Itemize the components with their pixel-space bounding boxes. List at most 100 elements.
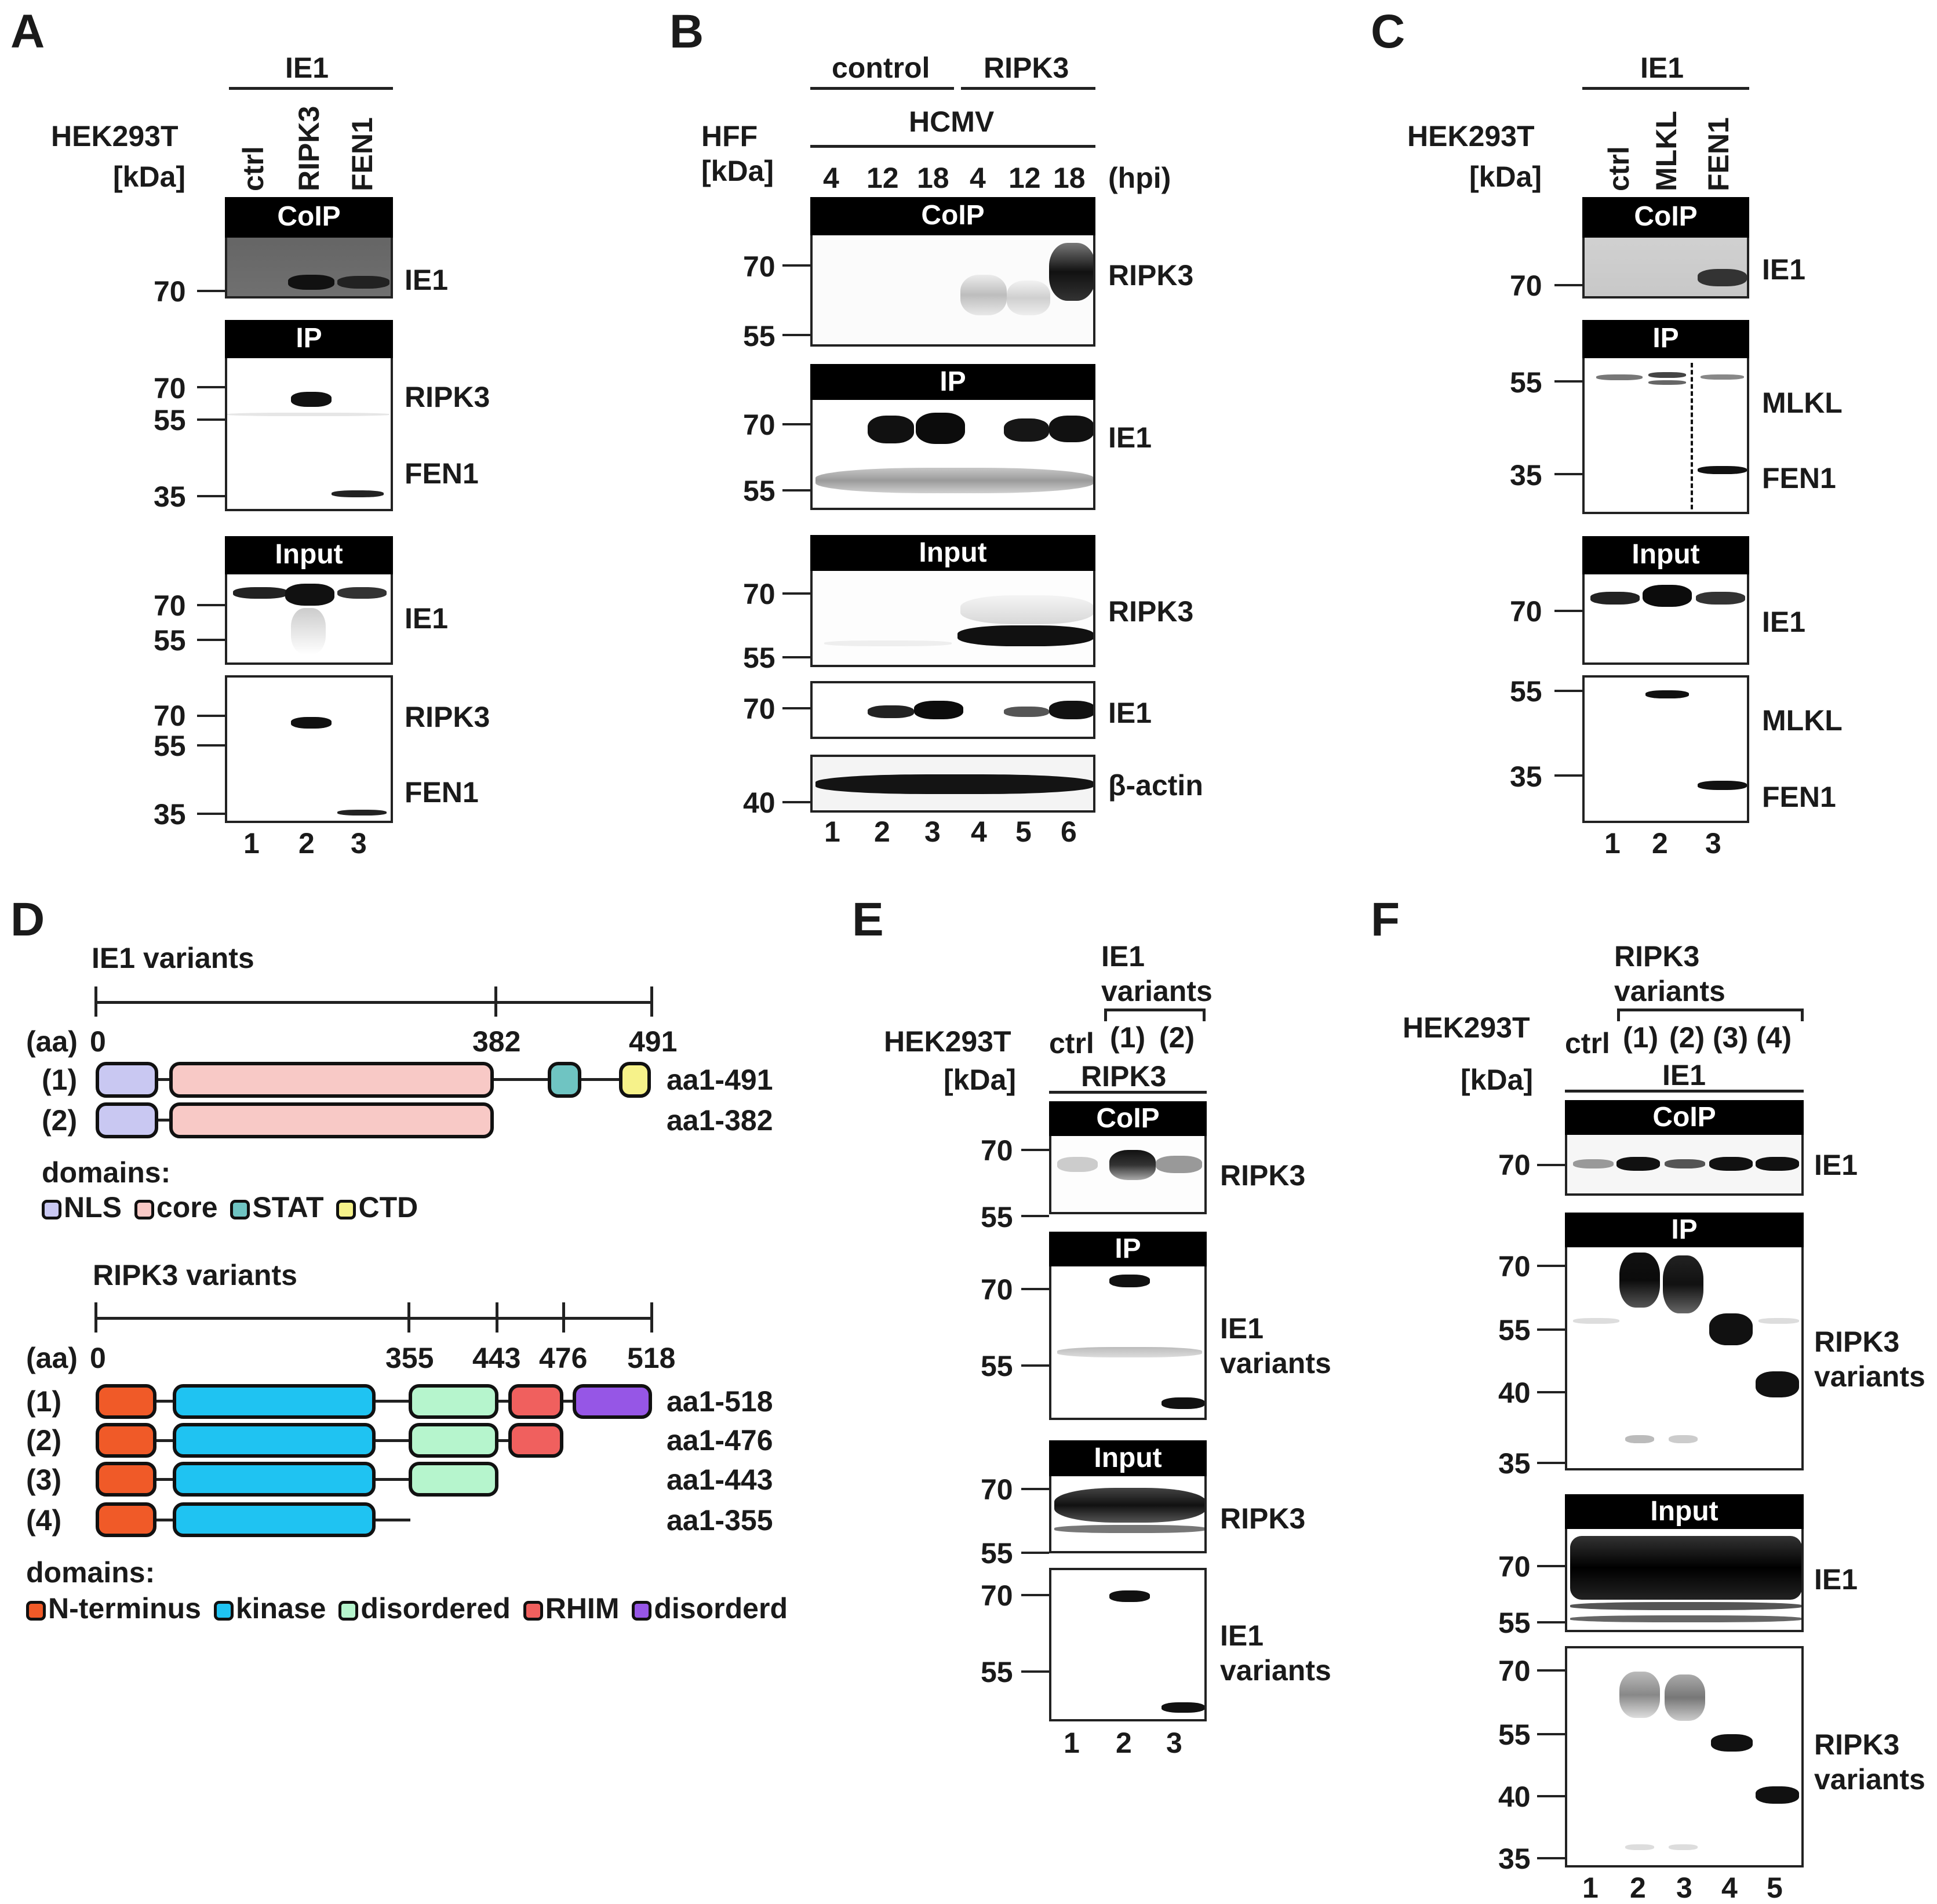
blot-label: RIPK3 <box>1220 1159 1306 1192</box>
lane-number: 3 <box>924 816 941 848</box>
sub-label: RIPK3 <box>1081 1060 1167 1093</box>
domain-n-terminus <box>96 1423 156 1458</box>
blot-input-2 <box>1582 675 1749 823</box>
variant-backbone <box>156 1119 174 1122</box>
blot-header: IP <box>225 320 393 358</box>
variant-id: (1) <box>42 1064 78 1096</box>
mw-marker: 70 <box>1498 1250 1531 1283</box>
cell-line-label: HEK293T <box>884 1025 1011 1058</box>
mw-marker: 70 <box>981 1273 1013 1306</box>
lane-number: 4 <box>1721 1872 1738 1904</box>
domain-disorderd <box>573 1384 652 1419</box>
blot-label: RIPK3 variants <box>1814 1326 1925 1393</box>
swatch <box>523 1601 543 1621</box>
swatch <box>213 1601 234 1621</box>
blot-header: CoIP <box>810 197 1095 235</box>
blot-label: MLKL <box>1762 387 1843 419</box>
aa-tick: 491 <box>629 1025 678 1058</box>
domain-kinase <box>173 1384 376 1419</box>
mw-marker: 55 <box>1510 675 1542 708</box>
virus-bracket <box>810 145 1095 148</box>
variant-id: (2) <box>42 1104 78 1137</box>
lane-number: 1 <box>824 816 840 848</box>
ripk3-ruler <box>96 1317 652 1320</box>
blot-header: CoIP <box>225 197 393 238</box>
blot-input-2 <box>1049 1568 1207 1721</box>
aa-tick: 443 <box>472 1342 521 1374</box>
cell-line-label: HFF <box>701 120 758 152</box>
domain-kinase <box>173 1502 376 1537</box>
domain-kinase <box>173 1462 376 1497</box>
lane-label: ctrl <box>1565 1027 1610 1060</box>
domains-title: domains: <box>42 1156 171 1189</box>
blot-label: IE1 <box>1108 421 1152 454</box>
domain-disordered <box>409 1462 498 1497</box>
lane-label: (2) <box>1159 1021 1195 1054</box>
blot-header: CoIP <box>1049 1101 1207 1136</box>
kda-label: [kDa] <box>113 161 186 193</box>
lane-label: ctrl <box>237 146 270 191</box>
timepoint: 12 <box>1008 162 1041 194</box>
mw-marker: 70 <box>981 1579 1013 1612</box>
panel-letter-c: C <box>1371 5 1406 58</box>
variant-id: (2) <box>26 1424 62 1457</box>
mw-marker: 70 <box>743 693 775 725</box>
blot-loading-control <box>810 755 1095 813</box>
lane-number: 1 <box>243 827 260 860</box>
ie1-variants-title: IE1 variants <box>92 942 254 974</box>
lane-label: ctrl <box>1049 1027 1094 1060</box>
mw-marker: 55 <box>981 1537 1013 1570</box>
lane-number: 1 <box>1604 827 1621 860</box>
mw-marker: 70 <box>743 250 775 283</box>
panel-letter-a: A <box>10 5 45 58</box>
mw-marker: 70 <box>1510 270 1542 302</box>
domain-nls <box>96 1062 158 1098</box>
ripk3-variants-title: RIPK3 variants <box>93 1259 297 1291</box>
domain-core <box>169 1102 494 1138</box>
mw-marker: 35 <box>1510 760 1542 793</box>
domain-legend: NLS core STAT CTD <box>42 1193 418 1222</box>
timepoint: 18 <box>1053 162 1086 194</box>
lane-number: 6 <box>1061 816 1077 848</box>
blot-label: IE1 <box>405 602 449 635</box>
domains-title: domains: <box>26 1556 155 1589</box>
mw-marker: 35 <box>154 798 186 831</box>
lane-number: 5 <box>1015 816 1032 848</box>
kda-label: [kDa] <box>1469 161 1542 193</box>
mw-marker: 40 <box>1498 1781 1531 1813</box>
lane-label: FEN1 <box>346 117 378 191</box>
lane-label: RIPK3 <box>293 105 325 191</box>
cell-line-label: HEK293T <box>1407 120 1535 152</box>
blot-label: β-actin <box>1108 769 1203 802</box>
domain-core <box>169 1062 494 1098</box>
ie1-ruler <box>96 1001 652 1004</box>
mw-marker: 40 <box>1498 1377 1531 1409</box>
lane-label: (2) <box>1669 1021 1705 1054</box>
mw-marker: 40 <box>743 787 775 819</box>
variant-id: (3) <box>26 1464 62 1496</box>
lane-label: FEN1 <box>1702 117 1735 191</box>
lane-number: 4 <box>971 816 987 848</box>
blot-label: MLKL <box>1762 704 1843 737</box>
mw-marker: 55 <box>743 475 775 507</box>
mw-marker: 70 <box>743 578 775 610</box>
timepoint: 4 <box>823 162 839 194</box>
group-label: IE1 variants <box>1101 940 1213 1007</box>
variant-range: aa1-518 <box>667 1385 773 1418</box>
swatch <box>338 1601 359 1621</box>
panel-letter-e: E <box>852 893 884 946</box>
blot-label: IE1 <box>1762 253 1806 286</box>
domain-stat <box>548 1062 581 1098</box>
sub-bracket <box>1049 1091 1207 1094</box>
mw-marker: 55 <box>743 320 775 352</box>
aa-tick: 518 <box>627 1342 676 1374</box>
blot-header: IP <box>1565 1213 1804 1247</box>
lane-label: ctrl <box>1603 146 1635 191</box>
mw-marker: 35 <box>1498 1843 1531 1875</box>
blot-header: Input <box>810 535 1095 571</box>
mw-marker: 70 <box>154 589 186 622</box>
group-bracket <box>1617 1009 1804 1011</box>
mw-marker: 55 <box>1498 1719 1531 1751</box>
domain-rhim <box>508 1384 563 1419</box>
domain-ctd <box>619 1062 651 1098</box>
